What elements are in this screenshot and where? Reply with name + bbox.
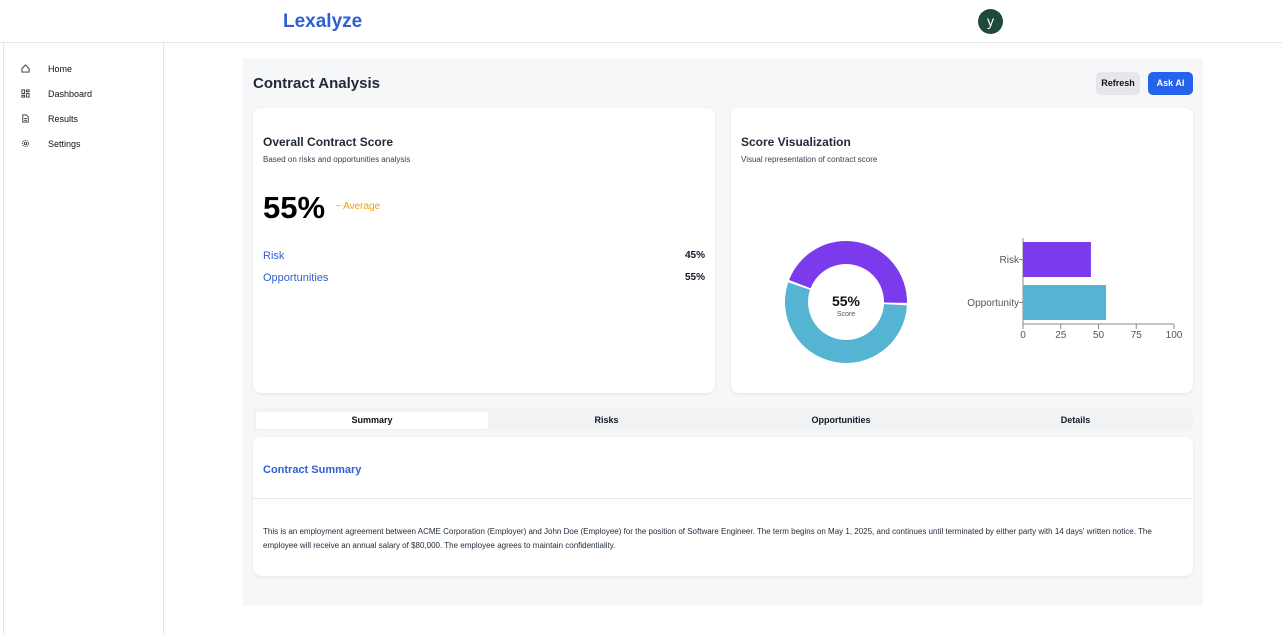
card-subtitle: Based on risks and opportunities analysi… [263,155,411,164]
x-tick-label: 75 [1131,330,1143,341]
summary-title: Contract Summary [263,464,362,476]
x-tick-label: 50 [1093,330,1105,341]
avatar[interactable]: y [978,9,1003,34]
score-card: Overall Contract Score Based on risks an… [253,108,715,393]
row-label: Risk [263,250,285,262]
bar [1023,285,1107,320]
nav-item[interactable]: Dashboard [48,89,93,99]
card-title: Overall Contract Score [263,135,394,149]
results-icon [22,114,29,123]
x-tick-label: 25 [1055,330,1067,341]
donut-segment [785,282,907,363]
tab[interactable]: Risks [594,415,619,425]
x-tick-label: 100 [1166,330,1183,341]
divider [253,498,1193,499]
score-value: 55% [263,190,326,225]
x-tick-label: 0 [1020,330,1026,341]
settings-icon [21,139,30,148]
dashboard-icon [21,89,30,98]
sidebar: Home Dashboard Results Settings [3,43,164,635]
summary-card: Contract Summary This is an employment a… [253,437,1193,576]
ask-ai-button[interactable]: Ask AI [1148,72,1193,95]
tab[interactable]: Summary [256,412,488,429]
row-value: 45% [684,250,705,261]
y-tick-label: Opportunity [967,298,1019,309]
header [0,0,1282,43]
card-subtitle: Visual representation of contract score [741,155,878,164]
nav-item[interactable]: Results [48,114,79,124]
card-title: Score Visualization [741,135,851,149]
rating-text: Average [343,201,381,212]
charts: 55% Score 0 25 50 75 100 Risk Opportunity [785,238,1183,363]
brand[interactable]: Lexalyze [283,11,363,32]
home-icon [21,64,30,73]
refresh-button[interactable]: Refresh [1096,72,1140,95]
row-value: 55% [684,272,705,283]
viz-card: Score Visualization Visual representatio… [731,108,1193,393]
tab[interactable]: Opportunities [811,415,871,425]
bar [1023,242,1091,277]
page-title: Contract Analysis [253,75,380,92]
y-tick-label: Risk [1000,255,1020,266]
score-rating: − Average [335,201,381,212]
donut-segment [789,241,907,303]
donut-center-label: 55% [832,293,861,309]
nav-item[interactable]: Settings [48,139,81,149]
donut-center-caption: Score [837,311,855,318]
tab[interactable]: Details [1060,415,1091,425]
tab-bar [253,408,1193,431]
row-label: Opportunities [263,272,329,284]
nav-item[interactable]: Home [48,64,73,74]
summary-text: This is an employment agreement between … [263,527,1152,550]
